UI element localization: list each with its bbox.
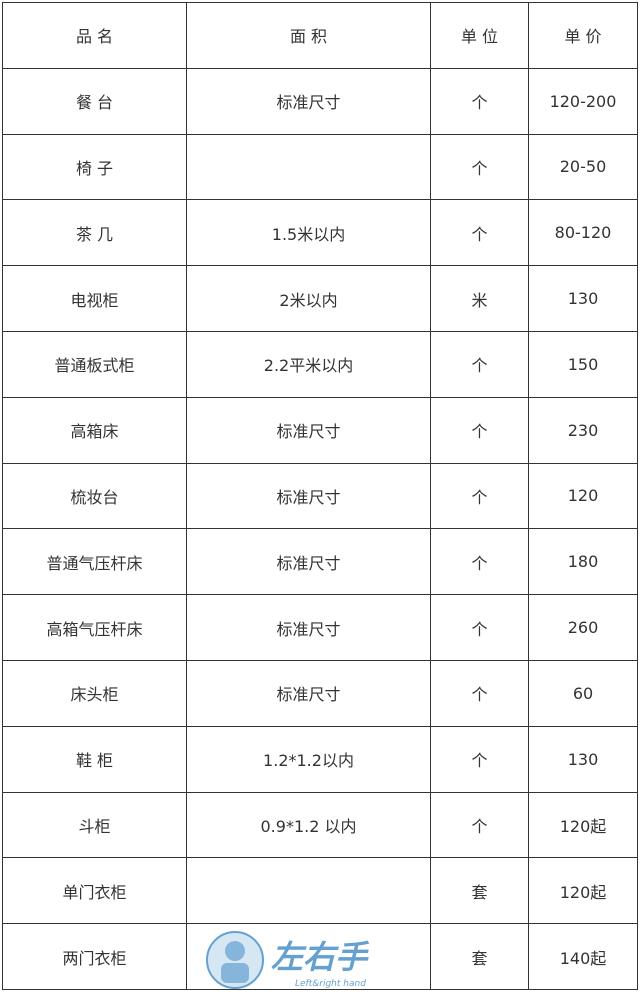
cell-price: 120 [528, 462, 638, 530]
cell-unit: 个 [430, 396, 529, 464]
cell-price: 20-50 [528, 133, 638, 201]
cell-name: 餐 台 [2, 67, 187, 135]
cell-price: 150 [528, 330, 638, 398]
cell-name: 高箱床 [2, 396, 187, 464]
header-price: 单 价 [528, 2, 638, 69]
table-row: 梳妆台 标准尺寸个 120 [2, 462, 638, 530]
cell-unit: 套 [430, 923, 529, 990]
cell-area [186, 133, 431, 201]
header-area: 面 积 [186, 2, 431, 69]
cell-price: 120起 [528, 791, 638, 859]
cell-area: 0.9*1.2 以内 [186, 791, 431, 859]
table-row: 高箱气压杆床 标准尺寸个 260 [2, 594, 638, 661]
header-name: 品 名 [2, 2, 187, 69]
table-row: 茶 几 1.5米以内个 80-120 [2, 199, 638, 267]
cell-name: 斗柜 [2, 791, 187, 859]
cell-area: 标准尺寸 [186, 396, 431, 464]
cell-price: 140起 [528, 923, 638, 990]
cell-unit: 个 [430, 791, 529, 859]
cell-unit: 个 [430, 330, 529, 398]
table-row: 床头柜 标准尺寸个 60 [2, 659, 638, 727]
table-row: 两门衣柜 套 140起 [2, 923, 638, 990]
cell-name: 普通板式柜 [2, 330, 187, 398]
cell-price: 80-120 [528, 199, 638, 267]
header-unit: 单 位 [430, 2, 529, 69]
cell-price: 180 [528, 528, 638, 596]
table-row: 单门衣柜 套 120起 [2, 857, 638, 925]
cell-name: 梳妆台 [2, 462, 187, 530]
cell-area [186, 857, 431, 925]
cell-name: 电视柜 [2, 265, 187, 332]
cell-area: 1.2*1.2以内 [186, 725, 431, 793]
cell-unit: 个 [430, 659, 529, 727]
cell-area: 标准尺寸 [186, 594, 431, 661]
cell-unit: 个 [430, 594, 529, 661]
cell-name: 两门衣柜 [2, 923, 187, 990]
cell-name: 茶 几 [2, 199, 187, 267]
cell-price: 230 [528, 396, 638, 464]
cell-area: 标准尺寸 [186, 528, 431, 596]
cell-area: 2米以内 [186, 265, 431, 332]
cell-area: 标准尺寸 [186, 462, 431, 530]
cell-unit: 套 [430, 857, 529, 925]
cell-area: 标准尺寸 [186, 659, 431, 727]
cell-area: 标准尺寸 [186, 67, 431, 135]
cell-name: 高箱气压杆床 [2, 594, 187, 661]
cell-area [186, 923, 431, 990]
cell-name: 床头柜 [2, 659, 187, 727]
table-row: 高箱床 标准尺寸个 230 [2, 396, 638, 464]
cell-price: 120-200 [528, 67, 638, 135]
cell-price: 130 [528, 265, 638, 332]
cell-area: 1.5米以内 [186, 199, 431, 267]
cell-name: 单门衣柜 [2, 857, 187, 925]
table-row: 椅 子 个 20-50 [2, 133, 638, 201]
cell-unit: 个 [430, 528, 529, 596]
cell-area: 2.2平米以内 [186, 330, 431, 398]
cell-name: 普通气压杆床 [2, 528, 187, 596]
cell-unit: 米 [430, 265, 529, 332]
cell-price: 260 [528, 594, 638, 661]
cell-price: 60 [528, 659, 638, 727]
table-row: 斗柜 0.9*1.2 以内个 120起 [2, 791, 638, 859]
cell-unit: 个 [430, 199, 529, 267]
cell-name: 鞋 柜 [2, 725, 187, 793]
table-row: 电视柜 2米以内米 130 [2, 265, 638, 332]
cell-unit: 个 [430, 67, 529, 135]
table-row: 餐 台标准尺寸个 120-200 [2, 67, 638, 135]
cell-unit: 个 [430, 462, 529, 530]
header-row: 品 名面 积单 位单 价 [2, 2, 638, 69]
cell-price: 120起 [528, 857, 638, 925]
table-row: 普通板式柜 2.2平米以内个 150 [2, 330, 638, 398]
cell-unit: 个 [430, 725, 529, 793]
cell-unit: 个 [430, 133, 529, 201]
table-row: 鞋 柜 1.2*1.2以内个 130 [2, 725, 638, 793]
table-row: 普通气压杆床 标准尺寸个 180 [2, 528, 638, 596]
cell-name: 椅 子 [2, 133, 187, 201]
cell-price: 130 [528, 725, 638, 793]
